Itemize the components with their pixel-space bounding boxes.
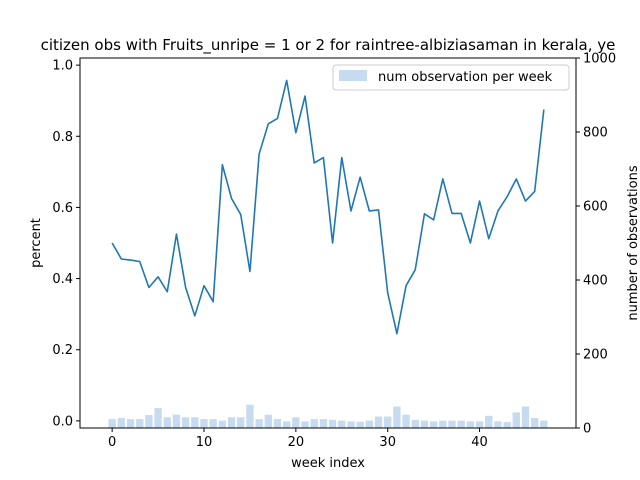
- bar: [448, 420, 456, 428]
- bar: [338, 420, 346, 428]
- x-axis-label: week index: [291, 456, 365, 471]
- bar: [126, 419, 135, 428]
- bar: [540, 420, 548, 428]
- y-tick-label: 0.8: [52, 130, 73, 145]
- line-layer: [111, 79, 545, 335]
- bar: [475, 421, 484, 428]
- bar: [237, 417, 245, 428]
- y2-tick-label: 600: [583, 200, 608, 215]
- bar: [328, 419, 337, 428]
- bar: [439, 420, 447, 428]
- bar: [384, 416, 392, 428]
- y2-tick-label: 0: [583, 422, 591, 437]
- chart-title: citizen obs with Fruits_unripe = 1 or 2 …: [41, 36, 616, 55]
- plot-frame: [79, 57, 577, 429]
- y2-tick-label: 200: [583, 348, 608, 363]
- y-tick-label: 0.0: [52, 414, 73, 429]
- bar: [402, 414, 410, 428]
- bar: [503, 422, 511, 428]
- bar: [374, 416, 383, 428]
- legend-swatch: [339, 70, 367, 81]
- bar: [145, 415, 153, 428]
- x-tick-label: 20: [288, 435, 305, 450]
- bar: [181, 417, 190, 428]
- bar: [292, 417, 300, 428]
- bar: [117, 418, 126, 428]
- bars-layer: [108, 404, 548, 428]
- bar: [530, 418, 539, 428]
- x-tick-label: 40: [471, 435, 488, 450]
- bar: [411, 419, 419, 428]
- bar: [227, 417, 236, 428]
- bar: [301, 421, 309, 428]
- bar: [218, 420, 227, 428]
- bar: [429, 421, 438, 428]
- bar: [356, 421, 364, 428]
- bar: [521, 406, 530, 428]
- bar: [255, 419, 263, 428]
- y2-axis-label: number of observations: [626, 165, 640, 320]
- bar: [319, 419, 328, 428]
- x-tick-label: 10: [196, 435, 213, 450]
- y-axis-left: 0.0 0.2 0.4 0.6 0.8 1.0: [52, 59, 80, 429]
- bar: [393, 406, 401, 428]
- y-tick-label: 0.6: [52, 201, 73, 216]
- bar: [420, 420, 429, 428]
- bar: [154, 408, 162, 428]
- bar: [136, 419, 144, 428]
- y2-tick-label: 1000: [583, 52, 616, 67]
- x-axis: 0 10 20 30 40: [108, 428, 488, 450]
- y-tick-label: 0.2: [52, 343, 73, 358]
- legend-label: num observation per week: [378, 70, 553, 85]
- legend: num observation per week: [332, 64, 570, 91]
- bar: [246, 404, 254, 428]
- bar: [512, 412, 520, 428]
- bar: [209, 419, 217, 428]
- bar: [347, 421, 355, 428]
- x-tick-label: 0: [108, 435, 116, 450]
- y-tick-label: 1.0: [52, 59, 73, 74]
- legend-box: [332, 64, 570, 91]
- x-tick-label: 30: [379, 435, 396, 450]
- bar: [466, 421, 475, 428]
- bar: [200, 419, 208, 428]
- bar: [457, 420, 465, 428]
- y-axis-right: 0 200 400 600 800 1000: [576, 52, 616, 437]
- y2-tick-label: 400: [583, 274, 608, 289]
- y-axis-label: percent: [29, 218, 44, 268]
- bar: [485, 415, 493, 428]
- bar: [273, 419, 282, 428]
- bar: [365, 420, 374, 428]
- bar: [191, 417, 199, 428]
- y-tick-label: 0.4: [52, 272, 73, 287]
- bar: [264, 414, 272, 428]
- bar: [172, 414, 181, 428]
- bar: [282, 421, 291, 428]
- series-line-percent: [111, 79, 545, 335]
- bar: [108, 419, 116, 428]
- bar: [494, 421, 502, 428]
- bar: [310, 419, 318, 428]
- bar: [163, 417, 171, 428]
- y2-tick-label: 800: [583, 126, 608, 141]
